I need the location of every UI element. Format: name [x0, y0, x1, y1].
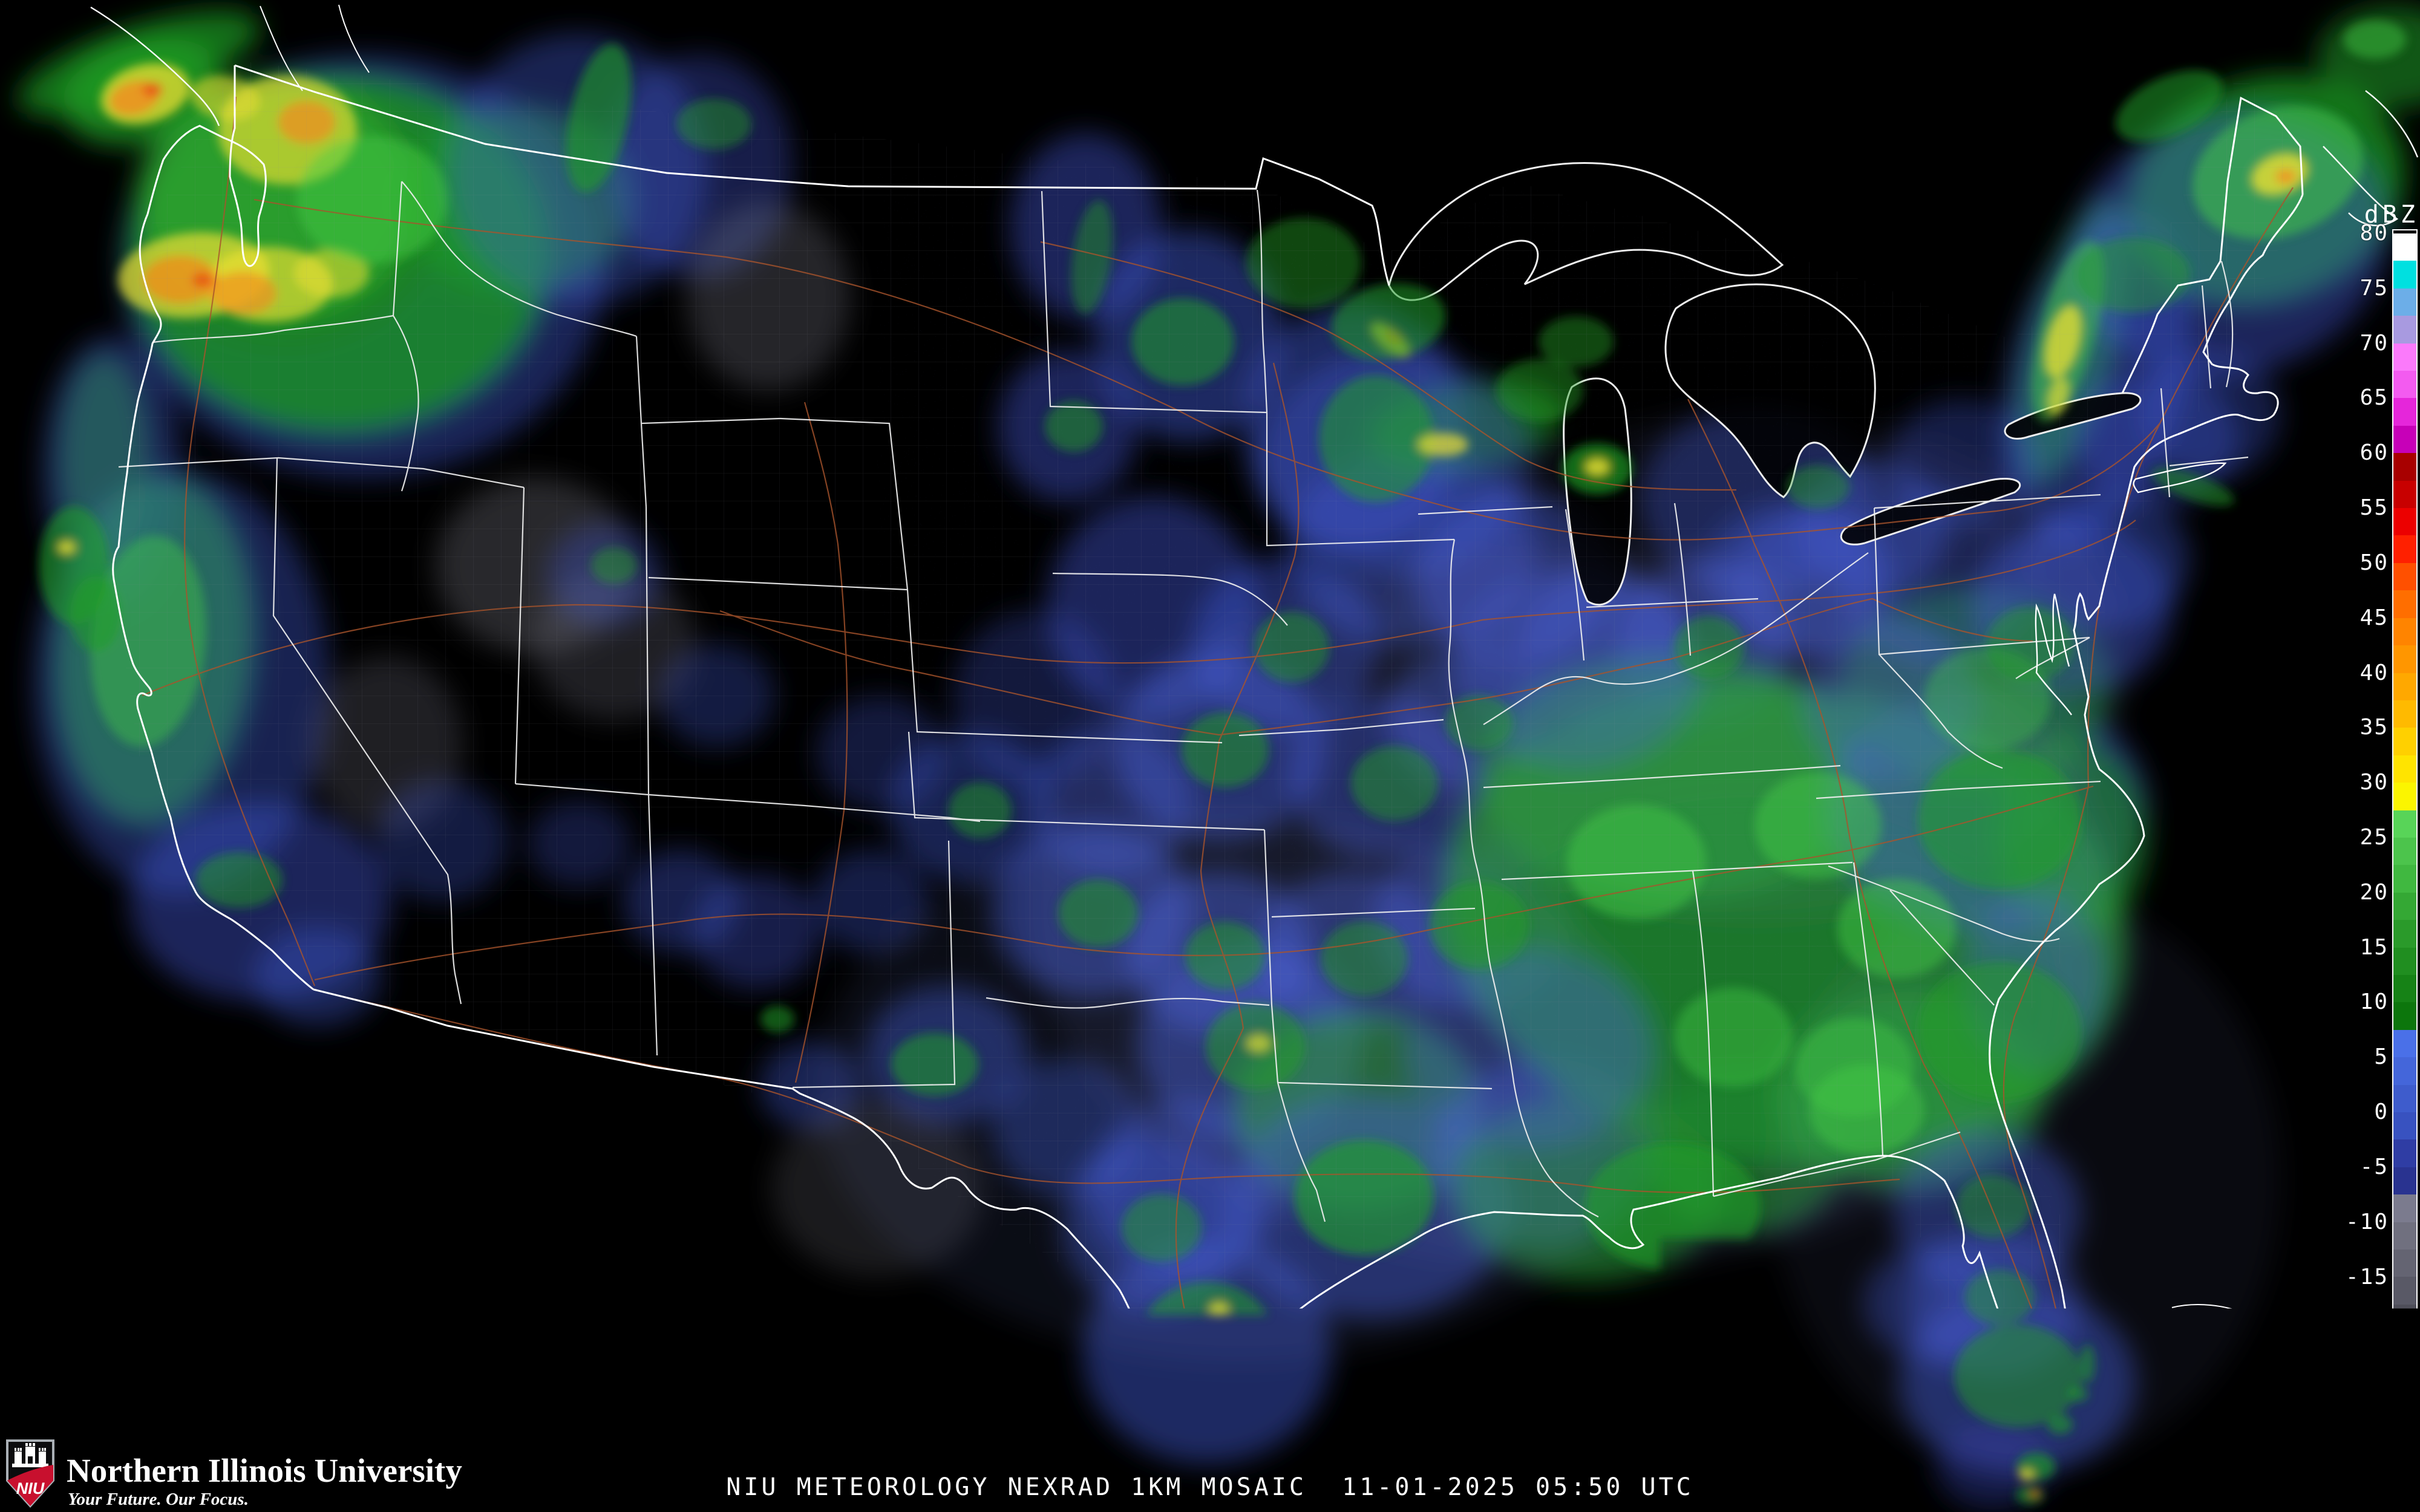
colorbar-tick--10: -10 — [2298, 1209, 2389, 1236]
dbz-color-band — [2393, 1057, 2416, 1084]
dbz-color-band — [2393, 1414, 2416, 1441]
radar-map — [0, 0, 2420, 1512]
colorbar-tick-0: 0 — [2298, 1099, 2389, 1126]
castle-door — [28, 1456, 33, 1464]
radar-echo — [142, 82, 163, 97]
colorbar-tick-35: 35 — [2298, 714, 2389, 741]
niu-abbr-text: NIU — [16, 1479, 45, 1497]
dbz-color-band — [2393, 920, 2416, 947]
dbz-color-band — [2393, 673, 2416, 700]
dbz-color-band — [2393, 838, 2416, 865]
dbz-color-band — [2393, 1112, 2416, 1139]
dbz-color-band — [2393, 1250, 2416, 1277]
colorbar-tick--25: -25 — [2298, 1374, 2389, 1400]
dbz-color-band — [2393, 1360, 2416, 1387]
dbz-color-band — [2393, 893, 2416, 920]
dbz-color-band — [2393, 865, 2416, 892]
colorbar-tick-80: 80 — [2298, 220, 2389, 247]
dbz-color-band — [2393, 453, 2416, 480]
dbz-color-band — [2393, 590, 2416, 618]
dbz-color-band — [2393, 344, 2416, 371]
colorbar-tick-60: 60 — [2298, 440, 2389, 466]
dbz-color-band — [2393, 783, 2416, 810]
colorbar-tick-15: 15 — [2298, 934, 2389, 961]
dbz-color-band — [2393, 426, 2416, 453]
dbz-color-band — [2393, 261, 2416, 288]
colorbar-tick-5: 5 — [2298, 1044, 2389, 1070]
dbz-color-band — [2393, 563, 2416, 590]
dbz-color-band — [2393, 1194, 2416, 1222]
dbz-color-band — [2393, 1002, 2416, 1029]
dbz-color-band — [2393, 1387, 2416, 1414]
radar-echo — [2343, 20, 2406, 59]
niu-shield-logo: NIU — [4, 1437, 57, 1511]
dbz-color-band — [2393, 645, 2416, 673]
colorbar-tick--30: -30 — [2298, 1429, 2389, 1455]
dbz-color-band — [2393, 1305, 2416, 1332]
colorbar-tick-65: 65 — [2298, 385, 2389, 411]
dbz-color-band — [2393, 1332, 2416, 1359]
dbz-colorbar-bands — [2393, 230, 2416, 1471]
colorbar-tick-45: 45 — [2298, 605, 2389, 631]
dbz-color-band — [2393, 1030, 2416, 1057]
dbz-color-band — [2393, 371, 2416, 398]
dbz-colorbar — [2392, 229, 2418, 1473]
university-tagline: Your Future. Our Focus. — [68, 1490, 249, 1508]
radar-echo — [70, 576, 121, 651]
radar-mosaic-screen: dBZ 80 75 70 65 60 55 50 45 40 35 30 25 20 15 10 5 0 -5 -1… — [0, 0, 2420, 1512]
colorbar-tick-20: 20 — [2298, 879, 2389, 906]
colorbar-tick-10: 10 — [2298, 989, 2389, 1015]
dbz-color-band — [2393, 810, 2416, 838]
dbz-color-band — [2393, 535, 2416, 562]
dbz-color-band — [2393, 1085, 2416, 1112]
colorbar-tick--15: -15 — [2298, 1264, 2389, 1291]
niu-branding: NIU Northern Illinois University Your Fu… — [4, 1437, 548, 1512]
dbz-color-band — [2393, 508, 2416, 535]
dbz-color-band — [2393, 975, 2416, 1002]
dbz-color-band — [2393, 398, 2416, 425]
radar-echo — [2079, 1344, 2095, 1383]
colorbar-tick--5: -5 — [2298, 1154, 2389, 1181]
colorbar-tick-40: 40 — [2298, 660, 2389, 686]
dbz-color-band — [2393, 948, 2416, 975]
dbz-color-band — [2393, 1139, 2416, 1167]
dbz-color-band — [2393, 1222, 2416, 1250]
dbz-color-band — [2393, 700, 2416, 728]
dbz-color-band — [2393, 728, 2416, 755]
colorbar-tick-25: 25 — [2298, 824, 2389, 851]
dbz-color-band — [2393, 481, 2416, 508]
university-name: Northern Illinois University — [67, 1454, 462, 1487]
dbz-color-band — [2393, 1277, 2416, 1304]
colorbar-tick-70: 70 — [2298, 330, 2389, 357]
dbz-color-band — [2393, 288, 2416, 316]
dbz-color-band — [2393, 1167, 2416, 1194]
radar-echo — [57, 541, 76, 554]
dbz-color-band — [2393, 755, 2416, 783]
dbz-color-band — [2393, 316, 2416, 343]
colorbar-tick-75: 75 — [2298, 275, 2389, 302]
colorbar-tick-55: 55 — [2298, 495, 2389, 521]
colorbar-tick-30: 30 — [2298, 769, 2389, 796]
colorbar-tick-50: 50 — [2298, 550, 2389, 576]
dbz-color-band — [2393, 233, 2416, 261]
colorbar-tick--20: -20 — [2298, 1318, 2389, 1345]
dbz-color-band — [2393, 618, 2416, 645]
